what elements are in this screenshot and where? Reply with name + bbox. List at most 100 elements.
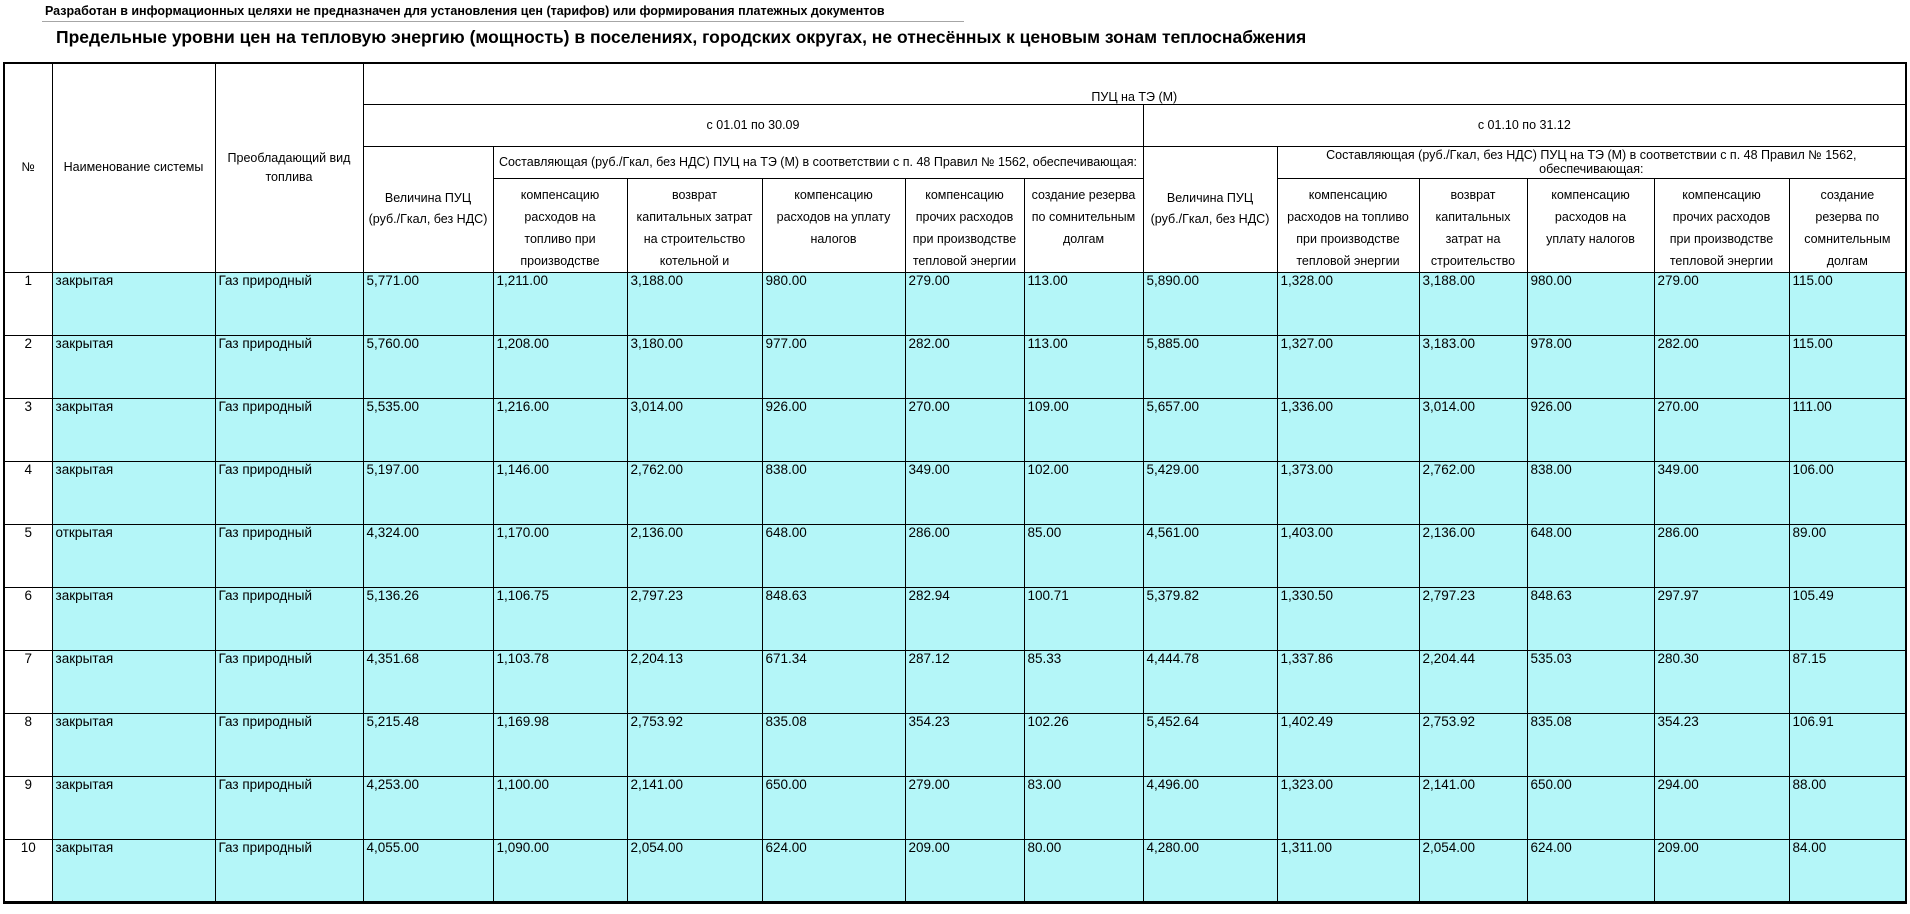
capital-return-cell-p1: 2,762.00 bbox=[626, 460, 763, 525]
doubtful-debts-reserve-cell-p1: 85.33 bbox=[1023, 649, 1144, 714]
row-number-cell: 3 bbox=[3, 397, 53, 462]
capital-return-cell-p2: 3,188.00 bbox=[1418, 271, 1528, 336]
capital-return-cell-p2: 2,753.92 bbox=[1418, 712, 1528, 777]
system-name-cell: закрытая bbox=[51, 712, 216, 777]
col-header-capital-return-p2-text: возврат капитальных затрат на строительс… bbox=[1430, 187, 1516, 268]
tax-compensation-cell-p2: 535.03 bbox=[1526, 649, 1655, 714]
col-header-tax-compensation-p2: компенсацию расходов на уплату налогов bbox=[1526, 177, 1655, 273]
fuel-compensation-cell-p1: 1,146.00 bbox=[492, 460, 628, 525]
table-header: № Наименование системы Преобладающий вид… bbox=[3, 62, 1907, 273]
fuel-compensation-cell-p2: 1,402.49 bbox=[1276, 712, 1420, 777]
fuel-type-cell: Газ природный bbox=[214, 838, 364, 903]
doubtful-debts-reserve-cell-p1: 80.00 bbox=[1023, 838, 1144, 903]
table-body: 1 закрытая Газ природный 5,771.00 1,211.… bbox=[3, 271, 1907, 903]
doubtful-debts-reserve-cell-p1: 109.00 bbox=[1023, 397, 1144, 462]
system-name-cell: закрытая bbox=[51, 397, 216, 462]
capital-return-cell-p2: 2,054.00 bbox=[1418, 838, 1528, 903]
capital-return-cell-p1: 2,054.00 bbox=[626, 838, 763, 903]
system-name-cell: закрытая bbox=[51, 649, 216, 714]
table-row: 3 закрытая Газ природный 5,535.00 1,216.… bbox=[3, 397, 1907, 462]
tax-compensation-cell-p2: 980.00 bbox=[1526, 271, 1655, 336]
row-number-cell: 2 bbox=[3, 334, 53, 399]
fuel-type-cell: Газ природный bbox=[214, 649, 364, 714]
tax-compensation-cell-p1: 648.00 bbox=[761, 523, 906, 588]
capital-return-cell-p2: 2,141.00 bbox=[1418, 775, 1528, 840]
components-group-header-period1: Составляющая (руб./Гкал, без НДС) ПУЦ на… bbox=[492, 145, 1144, 179]
system-name-cell: закрытая bbox=[51, 838, 216, 903]
other-costs-cell-p1: 270.00 bbox=[904, 397, 1025, 462]
value-cell-p1: 5,771.00 bbox=[362, 271, 494, 336]
system-name-cell: закрытая bbox=[51, 334, 216, 399]
disclaimer-text: Разработан в информационных целяхи не пр… bbox=[45, 4, 885, 18]
system-name-cell: открытая bbox=[51, 523, 216, 588]
system-name-cell: закрытая bbox=[51, 586, 216, 651]
value-cell-p1: 4,253.00 bbox=[362, 775, 494, 840]
col-header-other-costs-p1-text: компенсацию прочих расходов при производ… bbox=[912, 187, 1017, 268]
value-cell-p2: 5,885.00 bbox=[1142, 334, 1278, 399]
table-row: 4 закрытая Газ природный 5,197.00 1,146.… bbox=[3, 460, 1907, 525]
value-cell-p2: 5,379.82 bbox=[1142, 586, 1278, 651]
fuel-type-cell: Газ природный bbox=[214, 523, 364, 588]
fuel-compensation-cell-p2: 1,373.00 bbox=[1276, 460, 1420, 525]
doubtful-debts-reserve-cell-p1: 113.00 bbox=[1023, 271, 1144, 336]
other-costs-cell-p2: 294.00 bbox=[1653, 775, 1790, 840]
row-number-cell: 5 bbox=[3, 523, 53, 588]
tax-compensation-cell-p2: 848.63 bbox=[1526, 586, 1655, 651]
fuel-compensation-cell-p1: 1,106.75 bbox=[492, 586, 628, 651]
value-cell-p2: 4,496.00 bbox=[1142, 775, 1278, 840]
fuel-type-cell: Газ природный bbox=[214, 460, 364, 525]
other-costs-cell-p2: 282.00 bbox=[1653, 334, 1790, 399]
fuel-compensation-cell-p1: 1,169.98 bbox=[492, 712, 628, 777]
fuel-compensation-cell-p1: 1,100.00 bbox=[492, 775, 628, 840]
value-cell-p1: 5,535.00 bbox=[362, 397, 494, 462]
table-row: 10 закрытая Газ природный 4,055.00 1,090… bbox=[3, 838, 1907, 903]
doubtful-debts-reserve-cell-p1: 85.00 bbox=[1023, 523, 1144, 588]
col-header-fuel-compensation-p2: компенсацию расходов на топливо при прои… bbox=[1276, 177, 1420, 273]
value-cell-p1: 5,136.26 bbox=[362, 586, 494, 651]
tax-compensation-cell-p2: 650.00 bbox=[1526, 775, 1655, 840]
capital-return-cell-p1: 3,188.00 bbox=[626, 271, 763, 336]
tax-compensation-cell-p2: 624.00 bbox=[1526, 838, 1655, 903]
table-row: 6 закрытая Газ природный 5,136.26 1,106.… bbox=[3, 586, 1907, 651]
tax-compensation-cell-p1: 848.63 bbox=[761, 586, 906, 651]
fuel-compensation-cell-p2: 1,403.00 bbox=[1276, 523, 1420, 588]
fuel-compensation-cell-p1: 1,208.00 bbox=[492, 334, 628, 399]
fuel-compensation-cell-p2: 1,330.50 bbox=[1276, 586, 1420, 651]
capital-return-cell-p1: 2,141.00 bbox=[626, 775, 763, 840]
tax-compensation-cell-p1: 838.00 bbox=[761, 460, 906, 525]
value-cell-p1: 5,197.00 bbox=[362, 460, 494, 525]
capital-return-cell-p2: 3,183.00 bbox=[1418, 334, 1528, 399]
row-number-cell: 10 bbox=[3, 838, 53, 903]
other-costs-cell-p2: 297.97 bbox=[1653, 586, 1790, 651]
tax-compensation-cell-p1: 977.00 bbox=[761, 334, 906, 399]
row-number-cell: 8 bbox=[3, 712, 53, 777]
doubtful-debts-reserve-cell-p2: 88.00 bbox=[1788, 775, 1907, 840]
fuel-type-cell: Газ природный bbox=[214, 586, 364, 651]
doubtful-debts-reserve-cell-p2: 105.49 bbox=[1788, 586, 1907, 651]
value-cell-p1: 4,055.00 bbox=[362, 838, 494, 903]
value-cell-p2: 4,444.78 bbox=[1142, 649, 1278, 714]
fuel-compensation-cell-p2: 1,328.00 bbox=[1276, 271, 1420, 336]
fuel-compensation-cell-p1: 1,211.00 bbox=[492, 271, 628, 336]
value-cell-p2: 5,452.64 bbox=[1142, 712, 1278, 777]
col-header-value-period2: Величина ПУЦ (руб./Гкал, без НДС) bbox=[1142, 145, 1278, 273]
fuel-type-cell: Газ природный bbox=[214, 712, 364, 777]
system-name-cell: закрытая bbox=[51, 775, 216, 840]
fuel-type-cell: Газ природный bbox=[214, 271, 364, 336]
table-row: 2 закрытая Газ природный 5,760.00 1,208.… bbox=[3, 334, 1907, 399]
fuel-compensation-cell-p1: 1,216.00 bbox=[492, 397, 628, 462]
fuel-compensation-cell-p2: 1,311.00 bbox=[1276, 838, 1420, 903]
price-table-container: № Наименование системы Преобладающий вид… bbox=[3, 62, 1908, 904]
fuel-type-cell: Газ природный bbox=[214, 775, 364, 840]
capital-return-cell-p1: 2,204.13 bbox=[626, 649, 763, 714]
col-header-number: № bbox=[3, 62, 53, 273]
other-costs-cell-p1: 282.00 bbox=[904, 334, 1025, 399]
tax-compensation-cell-p1: 671.34 bbox=[761, 649, 906, 714]
col-header-doubtful-debts-reserve-p2-text: создание резерва по сомнительным долгам bbox=[1804, 187, 1891, 268]
capital-return-cell-p2: 2,797.23 bbox=[1418, 586, 1528, 651]
other-costs-cell-p2: 349.00 bbox=[1653, 460, 1790, 525]
price-table: № Наименование системы Преобладающий вид… bbox=[3, 62, 1908, 904]
fuel-compensation-cell-p2: 1,327.00 bbox=[1276, 334, 1420, 399]
other-costs-cell-p1: 279.00 bbox=[904, 775, 1025, 840]
fuel-compensation-cell-p2: 1,323.00 bbox=[1276, 775, 1420, 840]
